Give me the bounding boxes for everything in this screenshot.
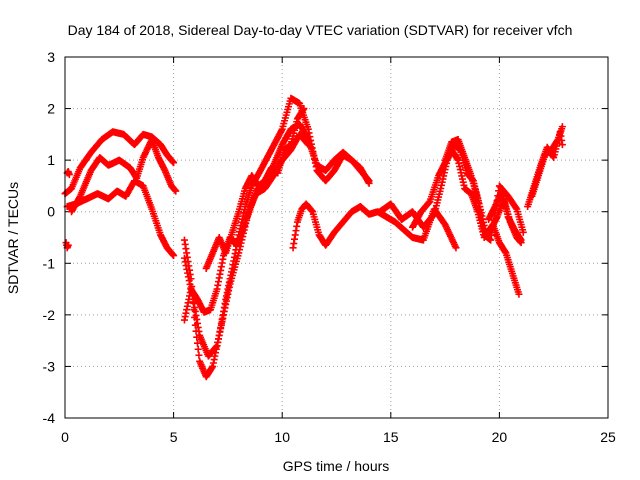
data-points [61,94,566,381]
trace-marker [194,345,202,353]
data-point [519,228,527,236]
x-tick-label: 25 [600,429,616,445]
series-arc-2 [68,136,180,216]
data-point [365,179,373,187]
x-tick-label: 10 [274,429,290,445]
grid [65,57,608,418]
y-tick-label: -4 [43,410,56,426]
data-point [517,236,525,244]
y-tick-label: 3 [47,49,55,65]
x-axis-label: GPS time / hours [283,458,390,474]
chart-title: Day 184 of 2018, Sidereal Day-to-day VTE… [68,22,573,38]
data-point [515,290,523,298]
series-arc-13 [441,136,527,244]
series-arc-4 [62,239,72,252]
y-tick-label: 2 [47,101,55,117]
series-arc-8 [180,130,312,324]
x-tick-label: 0 [61,429,69,445]
series-arc-11 [376,141,523,298]
data-point [558,123,566,131]
series-arc-16 [528,123,566,200]
y-tick-label: 0 [47,204,55,220]
x-tick-label: 15 [383,429,399,445]
series-arc-10 [289,200,460,252]
trace-marker [195,351,203,359]
y-tick-label: -3 [43,358,56,374]
y-axis-label: SDTVAR / TECUs [5,182,21,294]
data-point [170,159,178,167]
data-point [304,141,312,149]
data-point [452,244,460,252]
series-arc-3 [63,177,178,260]
plot-frame [64,56,609,419]
x-tick-label: 5 [170,429,178,445]
y-tick-label: 1 [47,152,55,168]
y-tick-label: -2 [43,307,56,323]
data-point [300,105,308,113]
series-arc-9 [202,105,308,272]
data-point [558,141,566,149]
data-point [65,171,73,179]
series-arc-7 [180,120,373,360]
data-point [64,241,72,249]
x-tick-label: 20 [492,429,508,445]
series-arc-14 [485,187,525,244]
data-point [170,252,178,260]
y-tick-label: -1 [43,255,56,271]
data-point [172,187,180,195]
series-arc-6 [180,94,373,381]
